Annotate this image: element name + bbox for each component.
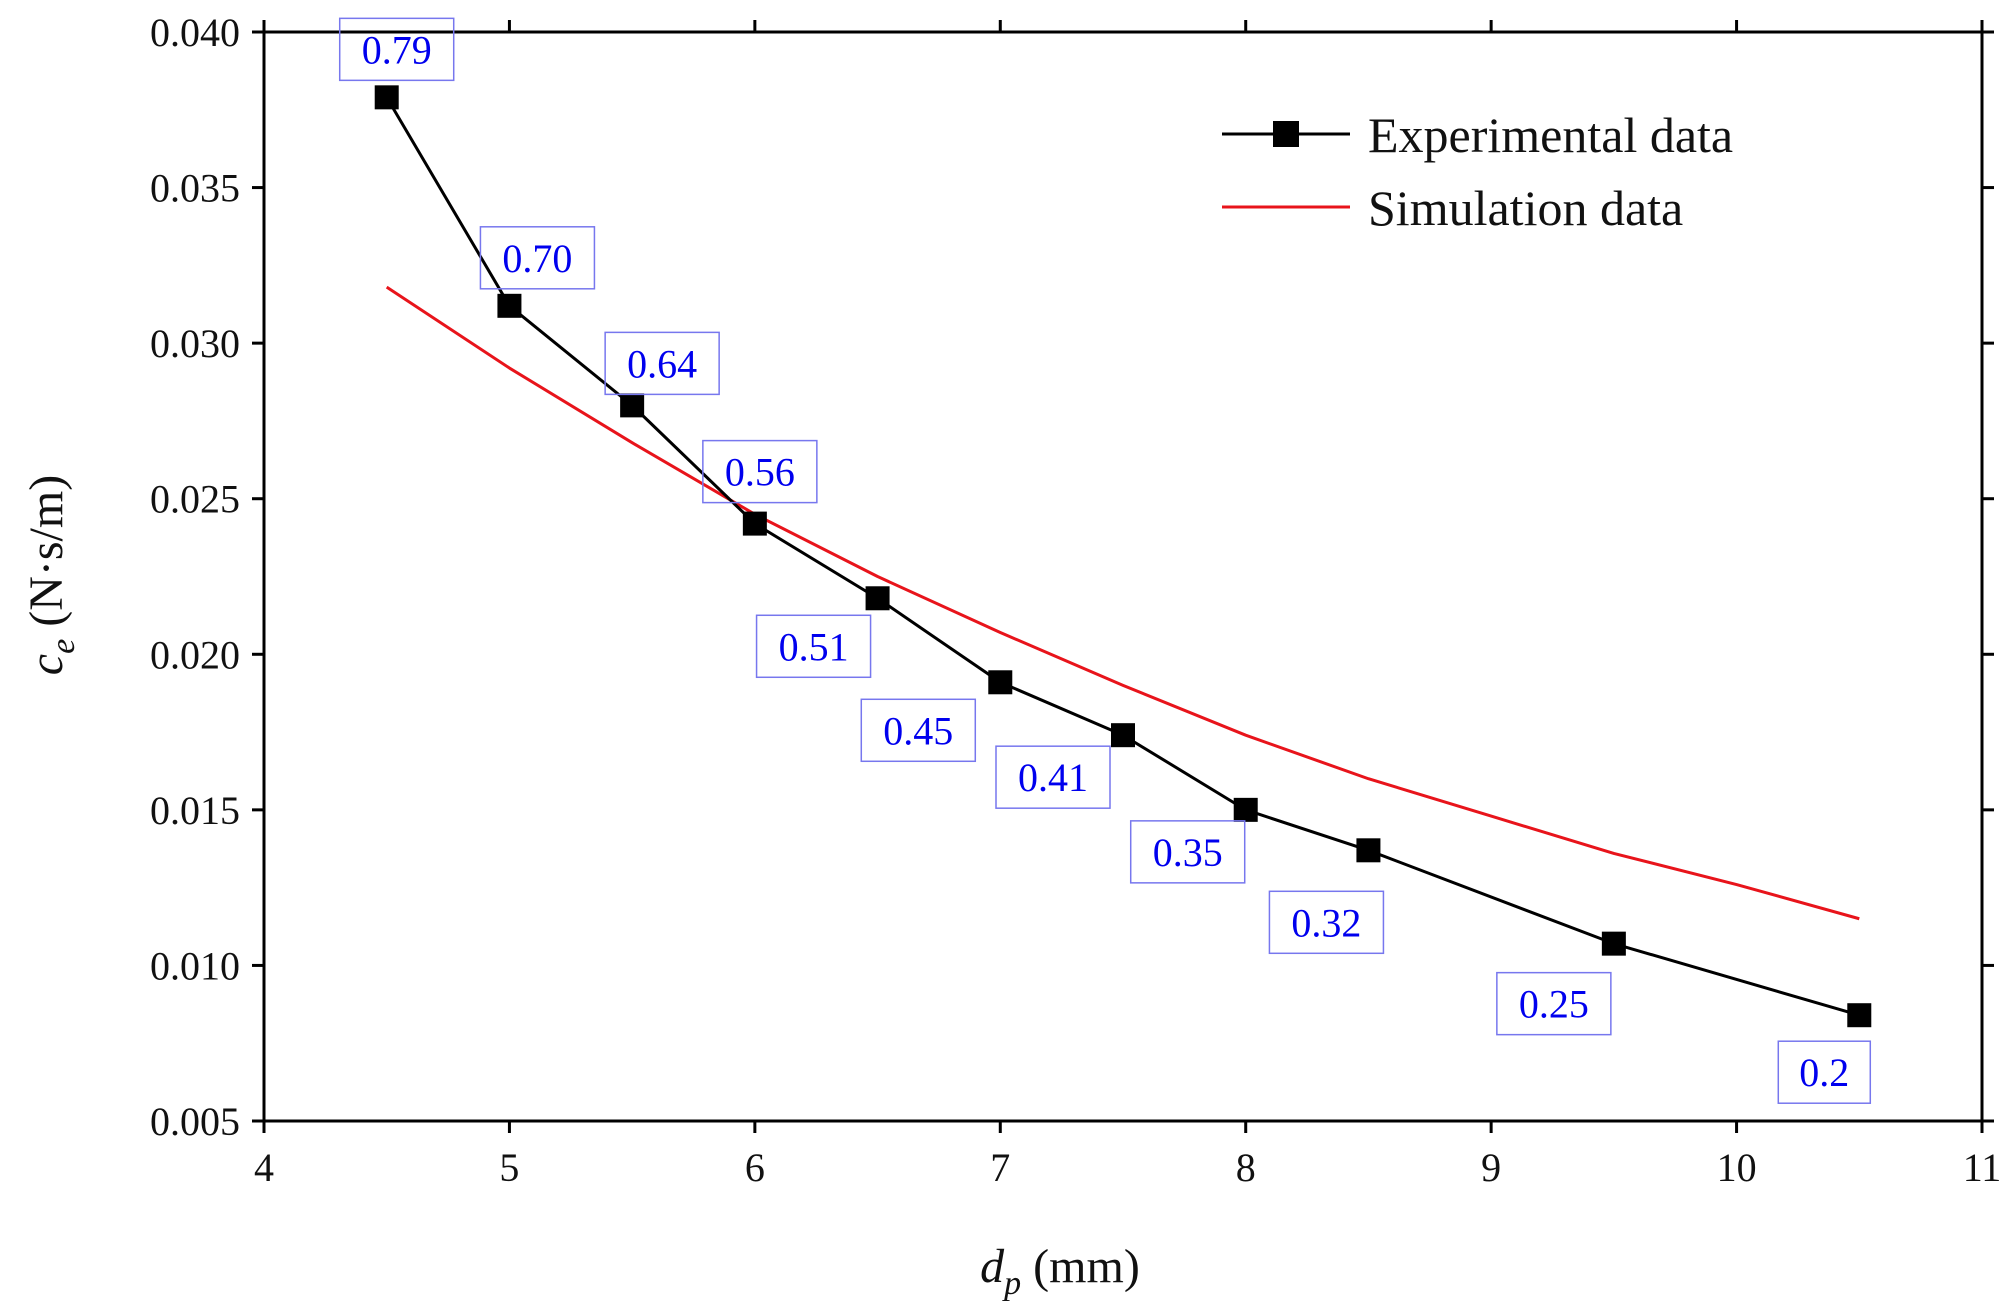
y-tick-label: 0.030 (150, 321, 240, 366)
series-layer (374, 85, 1872, 1028)
data-point-marker (1601, 931, 1626, 956)
data-label: 0.51 (779, 624, 849, 669)
data-label-box: 0.2 (1777, 1040, 1872, 1104)
data-point-marker (620, 393, 645, 418)
data-label-box: 0.25 (1496, 971, 1612, 1036)
tick-marks (252, 20, 1994, 1133)
data-label: 0.64 (627, 341, 697, 386)
x-axis-unit: (mm) (1021, 1240, 1140, 1293)
data-label: 0.32 (1291, 900, 1361, 945)
data-point-marker (497, 293, 522, 318)
data-point-marker (865, 586, 890, 611)
data-point-marker (1356, 838, 1381, 863)
x-axis-symbol: d (980, 1240, 1005, 1293)
data-label-frame (1129, 820, 1246, 884)
data-label: 0.35 (1153, 830, 1223, 875)
data-label: 0.41 (1018, 755, 1088, 800)
data-label-box: 0.70 (479, 226, 596, 290)
x-tick-label: 4 (254, 1145, 274, 1190)
data-label-frame (1268, 890, 1385, 955)
x-axis-subscript: p (1002, 1265, 1021, 1302)
y-axis-symbol: c (20, 654, 73, 675)
data-label: 0.56 (725, 450, 795, 495)
data-point-marker (1111, 723, 1135, 748)
data-label-frame (604, 331, 720, 396)
x-tick-label: 8 (1236, 1145, 1256, 1190)
legend: Experimental data Simulation data (1222, 107, 1733, 236)
data-label: 0.2 (1799, 1050, 1849, 1095)
x-tick-label: 6 (745, 1145, 765, 1190)
x-tick-label: 11 (1963, 1145, 2002, 1190)
data-point-marker (374, 85, 399, 110)
data-label-box: 0.79 (338, 17, 455, 82)
data-label-frame (479, 226, 596, 290)
x-axis-title: dp (mm) (980, 1240, 1140, 1302)
y-tick-label: 0.005 (150, 1099, 240, 1144)
x-tick-label: 10 (1717, 1145, 1757, 1190)
data-label: 0.25 (1519, 982, 1589, 1027)
x-tick-label: 5 (499, 1145, 519, 1190)
y-tick-label: 0.010 (150, 943, 240, 988)
legend-experimental-marker (1273, 121, 1299, 147)
y-axis-unit: (N·s/m) (20, 475, 73, 639)
data-point-marker (742, 511, 767, 536)
data-label-box: 0.41 (995, 745, 1111, 809)
y-axis-subscript: e (45, 639, 82, 654)
data-label-box: 0.35 (1129, 820, 1246, 884)
tick-labels: 4 5 6 7 8 9 10 11 0.005 0.010 0.015 0.020 0.025 0.030… (150, 10, 2001, 1190)
data-label-frame (1777, 1040, 1872, 1104)
data-label-box: 0.45 (860, 698, 977, 763)
x-tick-label: 9 (1481, 1145, 1501, 1190)
legend-experimental-label: Experimental data (1368, 107, 1733, 163)
x-tick-label: 7 (990, 1145, 1010, 1190)
data-label-box: 0.32 (1268, 890, 1385, 955)
data-label: 0.70 (502, 236, 572, 281)
legend-simulation-label: Simulation data (1368, 180, 1683, 236)
annotation-layer: 0.79 0.70 0.64 0.56 0.51 0.45 0.41 0.35 0.32 0.25… (338, 17, 1872, 1104)
y-tick-label: 0.035 (150, 166, 240, 211)
data-label: 0.45 (883, 708, 953, 753)
data-label: 0.79 (362, 27, 432, 72)
data-label-box: 0.51 (755, 614, 872, 679)
y-tick-label: 0.015 (150, 788, 240, 833)
y-tick-label: 0.040 (150, 10, 240, 55)
data-point-marker (1847, 1003, 1872, 1028)
data-label-frame (995, 745, 1111, 809)
data-label-frame (860, 698, 977, 763)
data-label-frame (338, 17, 455, 82)
data-label-box: 0.56 (702, 439, 818, 504)
plot-frame (262, 30, 1984, 1123)
data-label-frame (1496, 971, 1612, 1036)
data-label-frame (755, 614, 872, 679)
y-tick-label: 0.025 (150, 477, 240, 522)
data-point-marker (1233, 797, 1258, 822)
y-axis-title: ce (N·s/m) (20, 475, 82, 675)
series-line-simulation-data (385, 285, 1860, 921)
data-label-box: 0.64 (604, 331, 720, 396)
y-tick-label: 0.020 (150, 632, 240, 677)
data-label-frame (702, 439, 818, 504)
data-point-marker (988, 670, 1013, 695)
